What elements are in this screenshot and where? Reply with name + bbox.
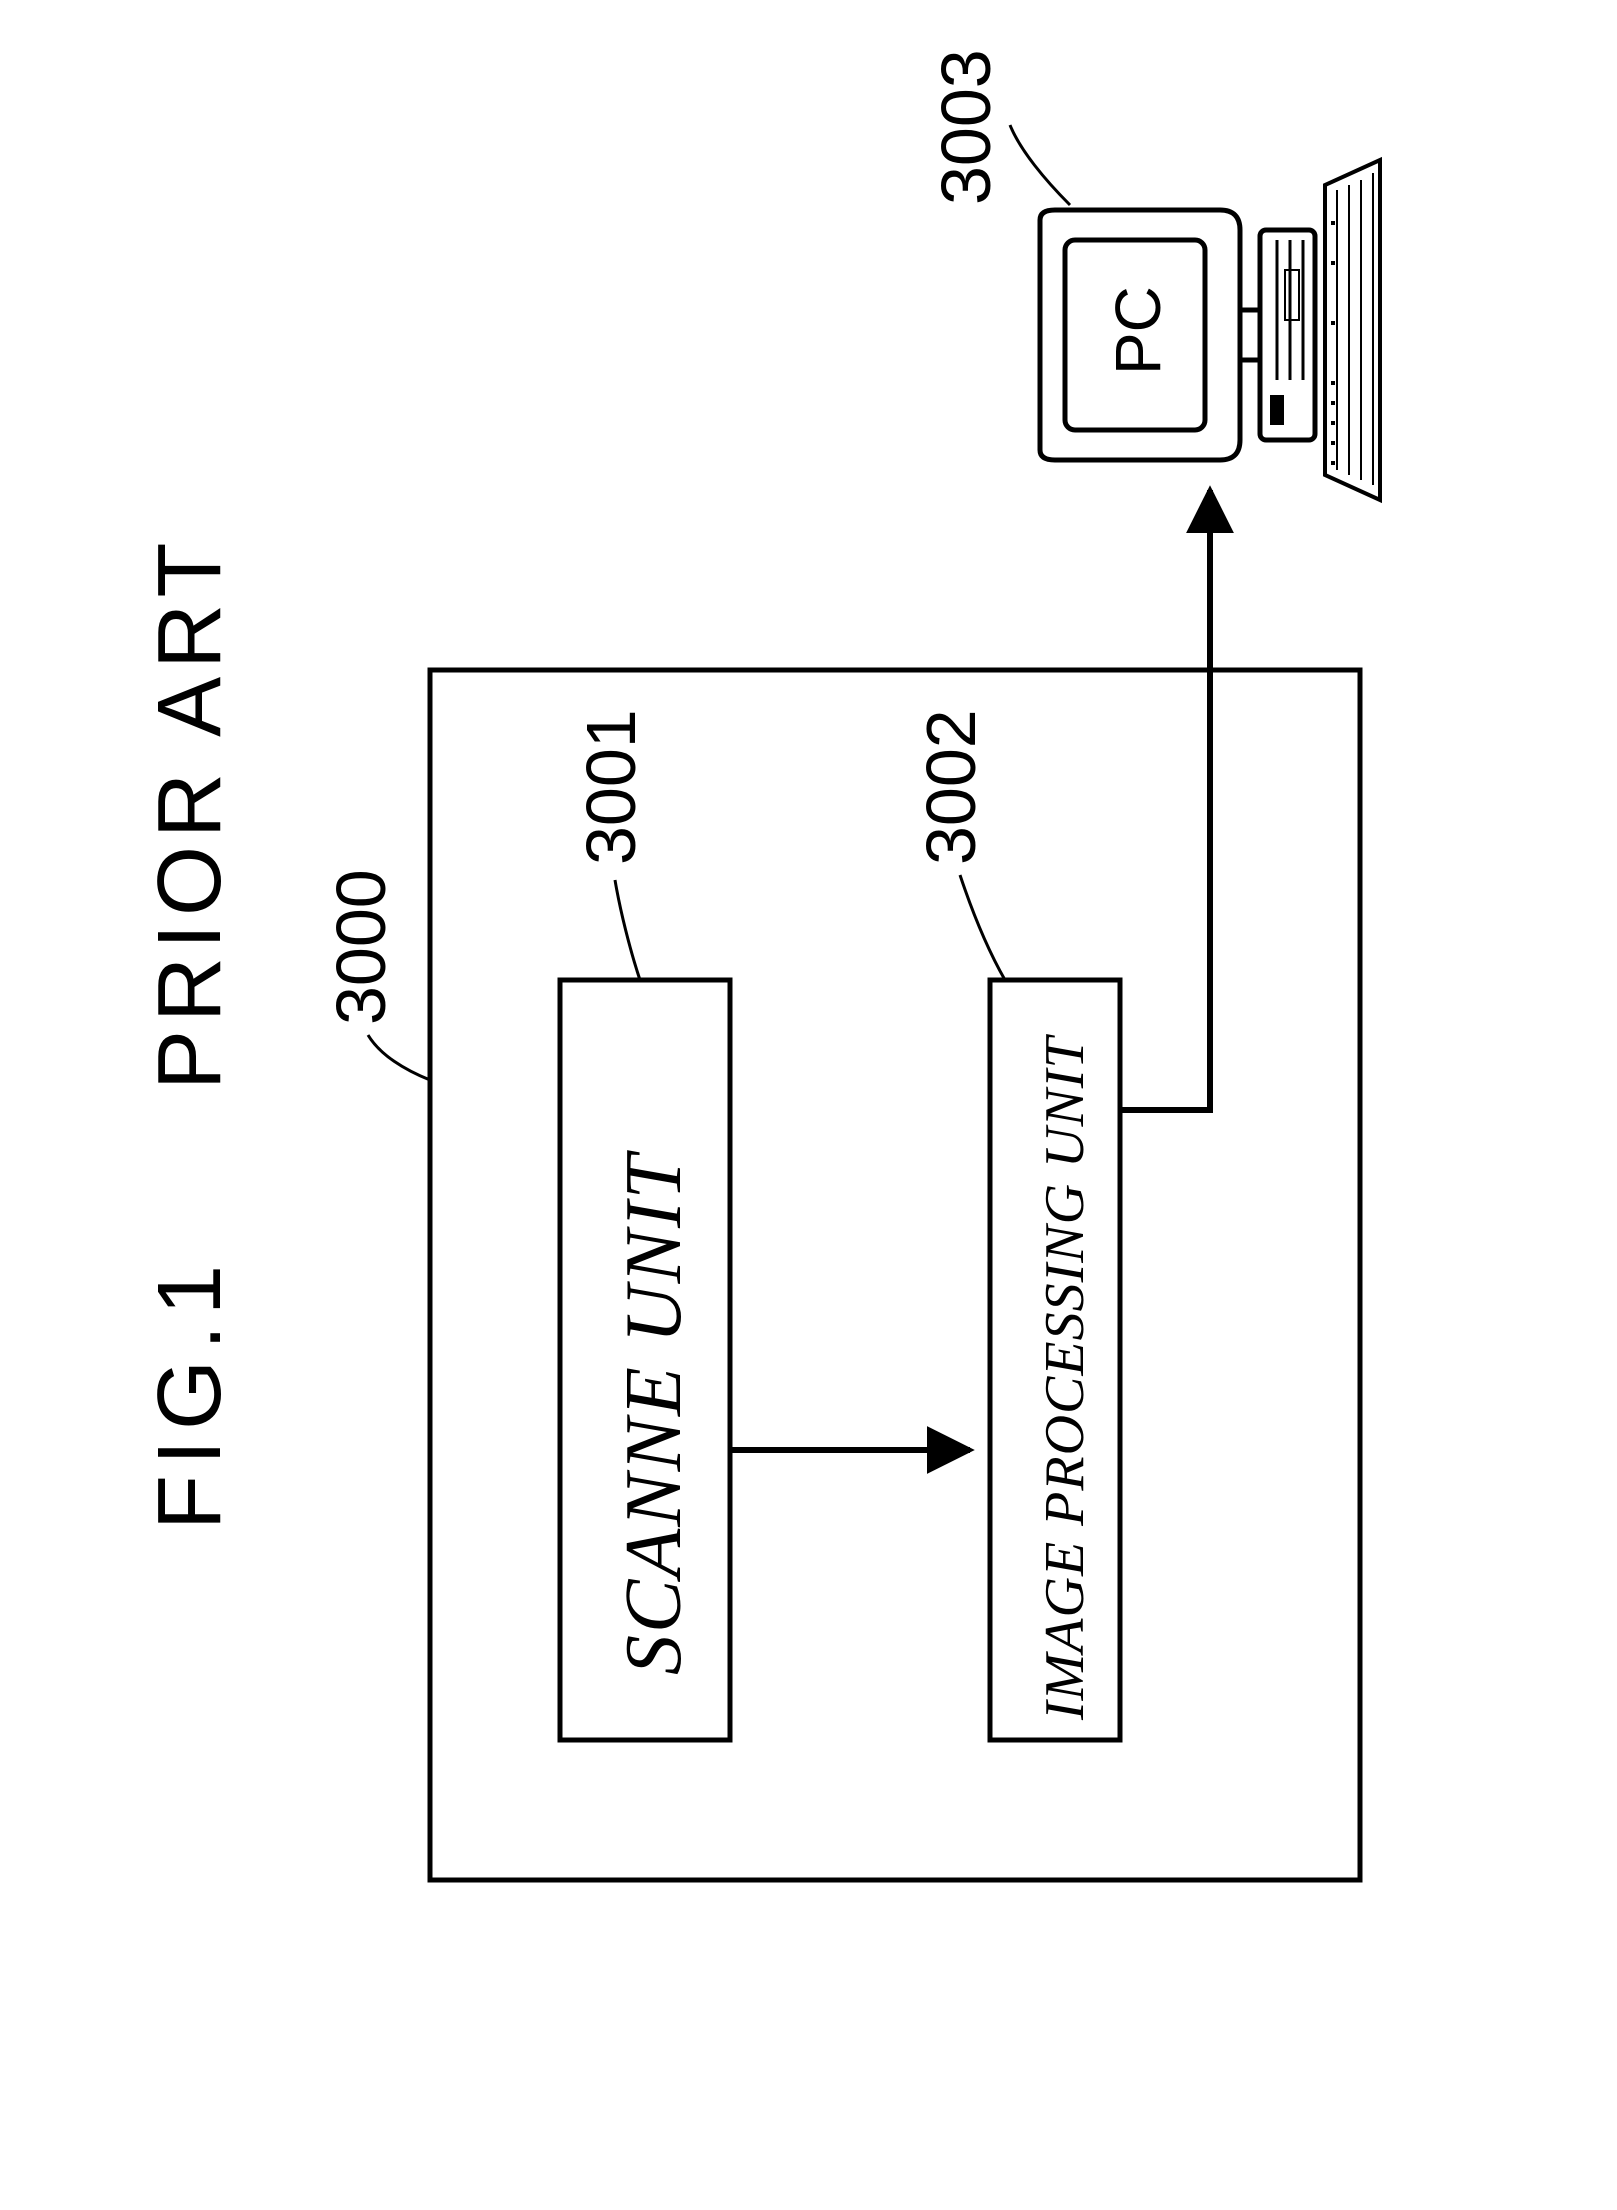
pc-screen-label: PC xyxy=(1102,286,1174,375)
leader-3003 xyxy=(1010,125,1070,205)
imgproc-label: IMAGE PROCESSING UNIT xyxy=(1034,1034,1096,1721)
leader-3001 xyxy=(615,880,640,980)
figure-title-1: FIG.1 xyxy=(140,1255,240,1530)
pc-icon: PC xyxy=(1040,160,1380,500)
ref-3002: 3002 xyxy=(912,709,990,865)
scanner-label: SCANNE UNIT xyxy=(610,1149,698,1675)
leader-3002 xyxy=(960,875,1005,980)
leader-3000 xyxy=(368,1035,430,1080)
outer-box xyxy=(430,670,1360,1880)
arrow-imgproc-to-pc xyxy=(1120,490,1210,1110)
ref-3000: 3000 xyxy=(322,869,400,1025)
figure-title-2: PRIOR ART xyxy=(140,535,240,1090)
ref-3003: 3003 xyxy=(927,49,1005,205)
figure-canvas: FIG.1 PRIOR ART 3000 SCANNE UNIT 3001 IM… xyxy=(0,0,1617,2210)
ref-3001: 3001 xyxy=(572,709,650,865)
